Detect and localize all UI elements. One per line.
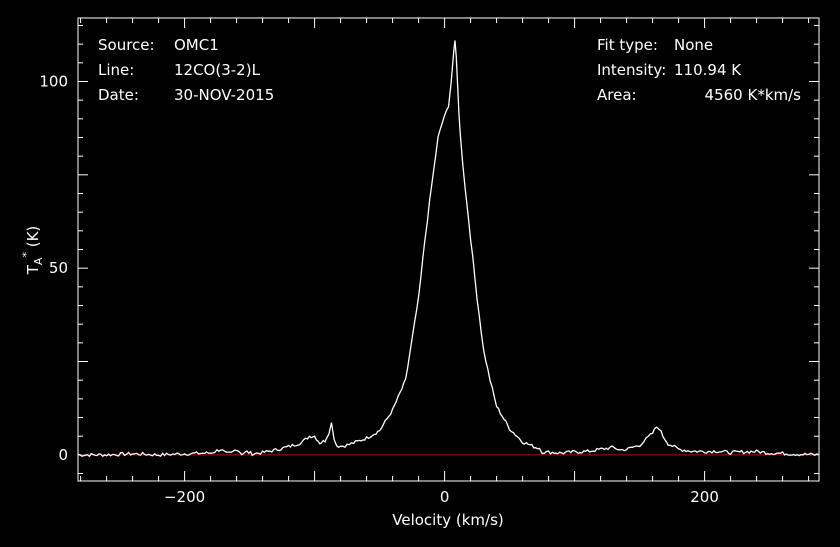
line-value: 12CO(3-2)L [174,61,261,79]
x-axis-label: Velocity (km/s) [392,511,503,529]
y-tick-label: 50 [49,259,68,277]
tick-labels: −200 0 200 0 50 100 [39,72,719,506]
spectrum-line [77,40,820,458]
y-tick-label: 100 [39,72,68,90]
fit-type-key: Fit type: [597,36,658,54]
x-tick-label: 0 [440,488,450,506]
date-value: 30-NOV-2015 [174,86,274,104]
area-value: 4560 K*km/s [705,86,802,104]
axis-ticks [78,18,819,481]
intensity-key: Intensity: [597,61,666,79]
y-axis-label: TA* (K) [20,226,45,276]
source-key: Source: [98,36,155,54]
y-tick-label: 0 [58,446,68,464]
x-tick-label: −200 [164,488,205,506]
x-tick-label: 200 [690,488,719,506]
line-key: Line: [98,61,134,79]
fit-type-value: None [674,36,713,54]
area-key: Area: [597,86,637,104]
date-key: Date: [98,86,139,104]
source-value: OMC1 [174,36,219,54]
intensity-value: 110.94 K [674,61,742,79]
